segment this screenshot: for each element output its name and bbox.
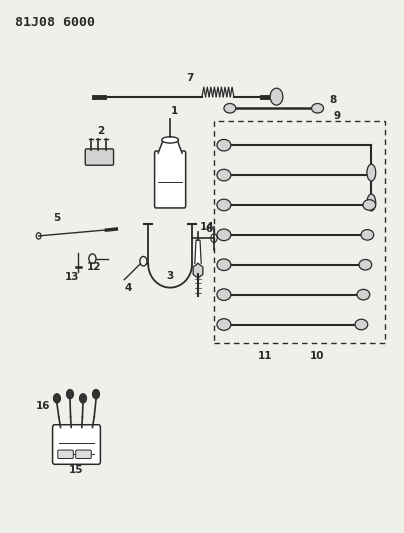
Text: 7: 7 [186, 73, 194, 83]
Text: 6: 6 [205, 224, 213, 234]
Ellipse shape [357, 289, 370, 300]
Polygon shape [158, 140, 182, 153]
Ellipse shape [217, 289, 231, 301]
Ellipse shape [217, 169, 231, 181]
Polygon shape [195, 240, 201, 263]
Text: 9: 9 [333, 111, 341, 121]
FancyBboxPatch shape [58, 450, 73, 458]
Ellipse shape [367, 164, 376, 181]
Ellipse shape [224, 103, 236, 113]
Ellipse shape [361, 230, 374, 240]
Ellipse shape [217, 229, 231, 241]
FancyBboxPatch shape [155, 151, 186, 208]
Circle shape [270, 88, 283, 105]
FancyBboxPatch shape [53, 425, 101, 464]
Text: 2: 2 [97, 126, 104, 135]
Ellipse shape [311, 103, 324, 113]
Text: 3: 3 [166, 271, 174, 281]
Polygon shape [193, 263, 203, 278]
Ellipse shape [359, 260, 372, 270]
Text: 16: 16 [36, 401, 50, 411]
Ellipse shape [363, 200, 376, 210]
FancyBboxPatch shape [76, 450, 91, 458]
Text: 81J08 6000: 81J08 6000 [15, 16, 95, 29]
Circle shape [93, 390, 100, 399]
Text: 8: 8 [330, 95, 337, 105]
Text: 1: 1 [170, 106, 178, 116]
Text: 4: 4 [124, 284, 132, 293]
FancyBboxPatch shape [85, 149, 114, 165]
Ellipse shape [217, 319, 231, 330]
Ellipse shape [217, 140, 231, 151]
Text: 15: 15 [69, 465, 84, 475]
Ellipse shape [355, 319, 368, 330]
Text: 12: 12 [87, 262, 102, 272]
Circle shape [53, 393, 61, 403]
Text: 5: 5 [53, 213, 60, 223]
Ellipse shape [367, 194, 376, 211]
Ellipse shape [162, 137, 179, 143]
Circle shape [80, 393, 86, 403]
Ellipse shape [217, 259, 231, 271]
Text: 14: 14 [200, 222, 215, 232]
Circle shape [66, 390, 74, 399]
Text: 11: 11 [258, 351, 273, 361]
Text: 10: 10 [309, 351, 324, 361]
Bar [214, 122, 385, 343]
Text: 13: 13 [65, 272, 80, 281]
Ellipse shape [217, 199, 231, 211]
